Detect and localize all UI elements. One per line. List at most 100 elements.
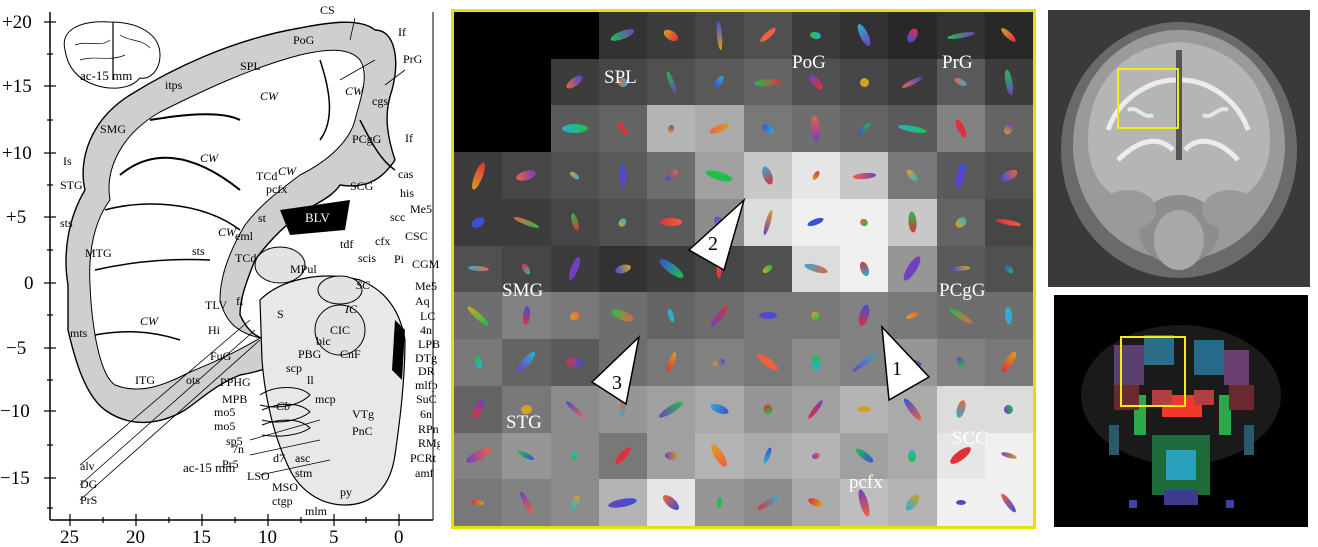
glyph-cell: [454, 385, 503, 433]
glyph-cell: [791, 198, 841, 246]
atlas-label: PrS: [80, 493, 97, 507]
glyph-cell: [984, 432, 1033, 480]
region-label: PrG: [942, 52, 973, 73]
atlas-label: cgs: [372, 94, 388, 108]
glyph-cell: [791, 479, 841, 526]
glyph-cell: [743, 432, 793, 480]
atlas-label: 6n: [420, 407, 432, 421]
atlas-label: CnF: [340, 347, 361, 361]
atlas-label: CW: [200, 151, 219, 165]
glyph-cell: [984, 12, 1033, 59]
atlas-labels: CS If PrG PoG SPL itps CW CW cgs SMG PCg…: [60, 3, 440, 518]
glyph-cell: [984, 339, 1033, 387]
glyph-cell: [502, 152, 552, 200]
atlas-label: mlfp: [415, 378, 438, 392]
glyph-cell: [502, 339, 552, 387]
atlas-label: ots: [186, 373, 200, 387]
glyph-cell: [984, 152, 1033, 200]
glyph-cell: [840, 339, 889, 387]
region-label: PoG: [792, 52, 826, 73]
glyph-cell: [840, 479, 889, 526]
atlas-label: mts: [70, 326, 88, 340]
atlas-label: CW: [218, 225, 237, 239]
glyph-cell: [598, 292, 648, 340]
atlas-label: SCG: [350, 179, 374, 193]
region-label: SCC: [952, 428, 988, 449]
glyph-cell: [502, 479, 552, 526]
atlas-label: PnC: [352, 424, 373, 438]
glyph-cell: [454, 479, 503, 526]
glyph-cell: [888, 58, 938, 106]
glyph-cell: [936, 152, 986, 200]
atlas-label: Cb: [276, 399, 290, 413]
x-tick-label: 0: [394, 527, 404, 547]
atlas-panel: +20 +15 +10 +5 0 −5 −10 −15 25 20 15 10 …: [0, 0, 440, 547]
tensor-glyph: [955, 500, 966, 506]
atlas-label: CW: [260, 89, 279, 103]
x-tick-label: 25: [60, 527, 79, 547]
glyph-cell: [647, 245, 696, 293]
atlas-label: LSO: [247, 469, 270, 483]
glyph-cell: [550, 12, 600, 59]
glyph-cell: [936, 245, 986, 293]
glyph-cell: [695, 432, 745, 480]
glyph-cell: [647, 479, 696, 526]
glyph-cell: [936, 479, 986, 526]
glyph-cell: [840, 432, 889, 480]
glyph-cell: [840, 58, 889, 106]
glyph-cell: [550, 198, 600, 246]
atlas-label: STG: [60, 178, 83, 192]
atlas-label: cas: [398, 167, 414, 181]
glyph-cell: [550, 245, 600, 293]
glyph-cell: [550, 385, 600, 433]
glyph-cell: [743, 12, 793, 59]
atlas-label: CW: [140, 314, 159, 328]
atlas-label: his: [400, 186, 414, 200]
glyph-cell: [647, 12, 696, 59]
atlas-label: RPn: [418, 422, 439, 436]
glyph-cell: [743, 245, 793, 293]
atlas-label: CS: [320, 3, 335, 17]
glyph-cell: [984, 105, 1033, 153]
atlas-label: S: [277, 307, 284, 321]
atlas-label: d7: [273, 451, 285, 465]
glyph-cell: [647, 432, 696, 480]
atlas-label: alv: [80, 459, 95, 473]
atlas-label: PCRt: [410, 451, 437, 465]
glyph-cell: [647, 58, 696, 106]
atlas-label: SMG: [100, 122, 126, 136]
tensor-glyph: [660, 218, 683, 227]
glyph-cell: [695, 292, 745, 340]
arrow-1-icon: [881, 324, 931, 402]
glyph-cell: [550, 339, 600, 387]
glyph-cell: [647, 339, 696, 387]
atlas-label: DTg: [415, 351, 437, 365]
dti-color-drawing: [1054, 295, 1308, 527]
glyph-cell: [791, 432, 841, 480]
glyph-cell: [984, 479, 1033, 526]
atlas-label: Hi: [208, 323, 221, 337]
glyph-cell: [984, 58, 1033, 106]
glyph-cell: [502, 198, 552, 246]
atlas-label: LC: [420, 309, 435, 323]
atlas-label: scis: [358, 251, 376, 265]
glyph-cell: [743, 339, 793, 387]
brainstem-outline: [259, 275, 406, 506]
arrow-overlay: [590, 197, 931, 406]
atlas-label: CW: [345, 84, 364, 98]
glyph-cell: [888, 292, 938, 340]
tensor-glyph: [758, 312, 777, 320]
tensor-glyph: [857, 406, 872, 413]
y-tick-label: 0: [24, 273, 34, 294]
arrow-2-icon: [687, 197, 746, 272]
atlas-label: tdf: [340, 237, 353, 251]
arrow-label: 2: [708, 233, 718, 255]
tensor-glyph: [561, 124, 588, 134]
glyph-cell: [936, 12, 986, 59]
glyph-cell: [647, 198, 696, 246]
atlas-label: Aq: [415, 294, 430, 308]
atlas-label: stm: [295, 466, 313, 480]
glyph-cell: [598, 198, 648, 246]
atlas-label: mo5: [214, 405, 235, 419]
x-tick-label: 20: [126, 527, 145, 547]
